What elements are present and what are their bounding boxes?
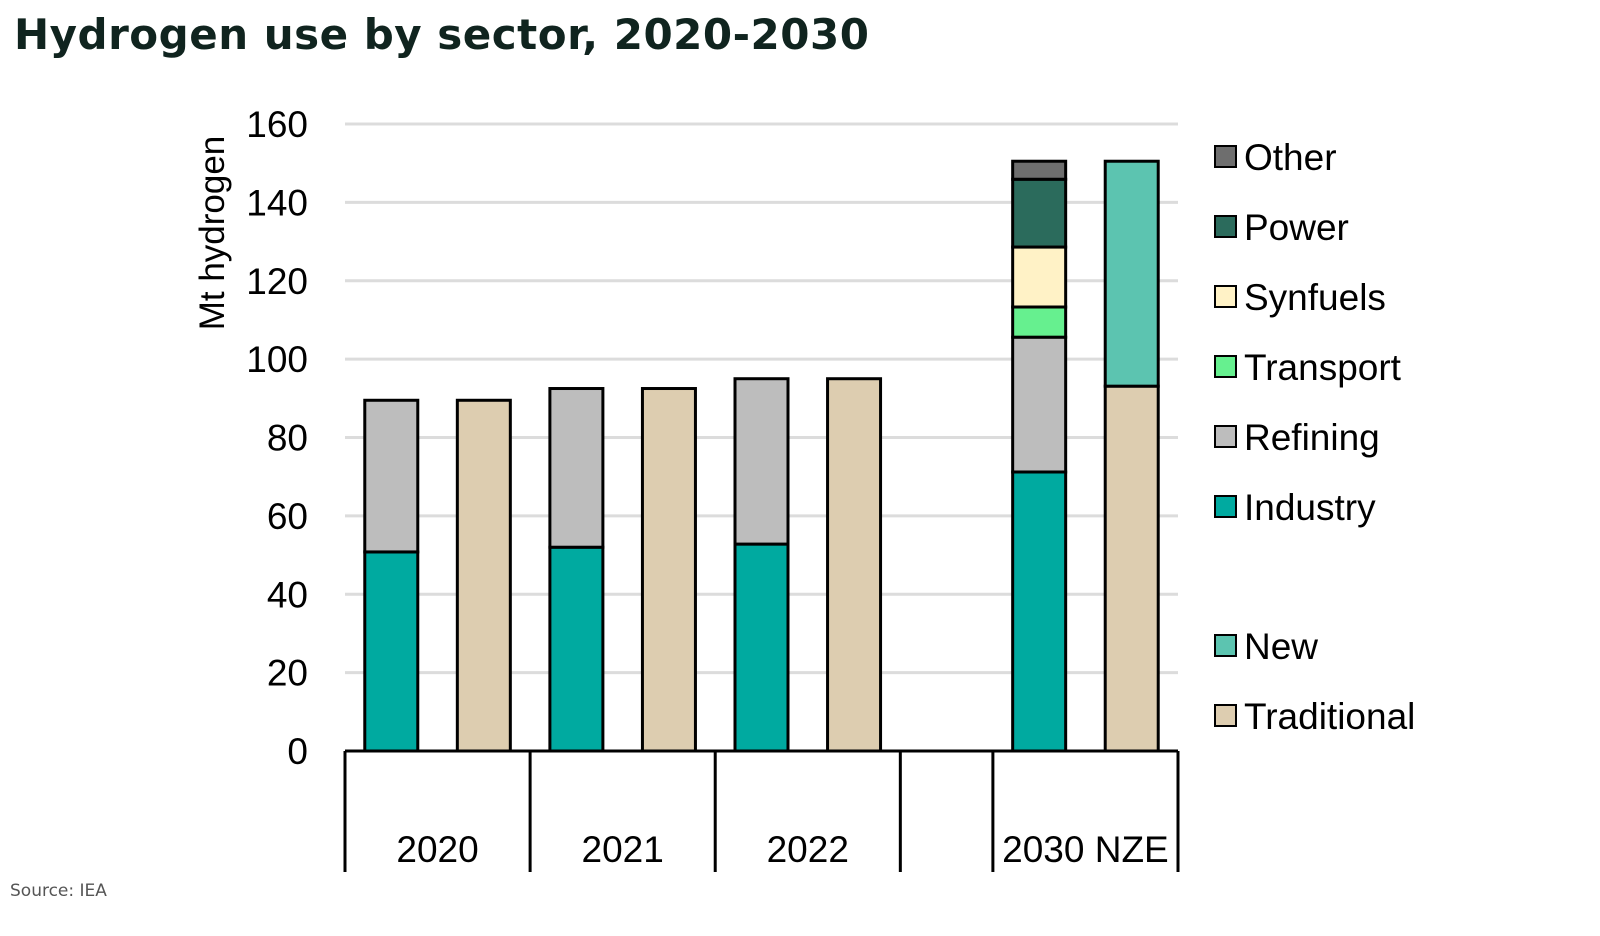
legend-label: Transport: [1244, 347, 1402, 388]
legend-swatch: [1214, 145, 1237, 168]
legend-swatch: [1214, 634, 1237, 657]
legend-swatch: [1214, 425, 1237, 448]
legend-label: Refining: [1244, 417, 1380, 458]
bar-segment-traditional: [1103, 384, 1160, 753]
legend-swatch: [1214, 704, 1237, 727]
bar-segment-other: [1011, 159, 1068, 181]
y-tick-label: 40: [267, 574, 308, 615]
legend-label: Synfuels: [1244, 277, 1386, 318]
legend-item: Other: [1214, 137, 1337, 178]
legend-item: Traditional: [1214, 696, 1415, 737]
bar-segment-synfuels: [1011, 245, 1068, 309]
source-note: Source: IEA: [10, 881, 107, 901]
bar-segment-refining: [733, 377, 790, 546]
bar-segment-industry: [733, 542, 790, 753]
y-tick-label: 20: [267, 653, 308, 694]
legend-item: New: [1214, 626, 1318, 667]
legend-label: New: [1244, 626, 1318, 667]
y-tick-label: 100: [246, 339, 308, 380]
x-group-label: 2021: [582, 829, 664, 870]
bar-segment-transport: [1011, 305, 1068, 339]
y-tick-label: 80: [267, 418, 308, 459]
legend-label: Power: [1244, 207, 1349, 248]
x-group-label: 2030 NZE: [1002, 829, 1169, 870]
bar-segment-traditional: [640, 387, 697, 753]
y-tick-label: 140: [246, 182, 308, 223]
legend-swatch: [1214, 215, 1237, 238]
legend-item: Synfuels: [1214, 277, 1386, 318]
bar-segment-industry: [548, 545, 605, 753]
bar-segment-industry: [1011, 470, 1068, 753]
bar-segment-refining: [363, 398, 420, 554]
legend-swatch: [1214, 495, 1237, 518]
x-group-label: 2022: [767, 829, 849, 870]
legend-label: Industry: [1244, 487, 1376, 528]
y-tick-label: 0: [287, 731, 308, 772]
legend-item: Power: [1214, 207, 1349, 248]
bar-segment-traditional: [455, 398, 512, 753]
legend-item: Industry: [1214, 487, 1376, 528]
legend-item: Refining: [1214, 417, 1380, 458]
bar-segment-traditional: [826, 377, 883, 753]
y-tick-label: 160: [246, 104, 308, 145]
bar-segment-new: [1103, 159, 1160, 388]
legend-swatch: [1214, 285, 1237, 308]
legend-item: Transport: [1214, 347, 1402, 388]
bar-segment-power: [1011, 177, 1068, 249]
x-group-label: 2020: [396, 829, 478, 870]
bar-segment-refining: [1011, 335, 1068, 474]
bar-segment-industry: [363, 550, 420, 753]
y-tick-label: 120: [246, 261, 308, 302]
legend-label: Other: [1244, 137, 1337, 178]
bar-segment-refining: [548, 387, 605, 549]
legend-label: Traditional: [1244, 696, 1415, 737]
y-tick-label: 60: [267, 496, 308, 537]
chart-title: Hydrogen use by sector, 2020-2030: [14, 10, 870, 59]
y-axis-label: Mt hydrogen: [193, 136, 232, 331]
legend-swatch: [1214, 355, 1237, 378]
